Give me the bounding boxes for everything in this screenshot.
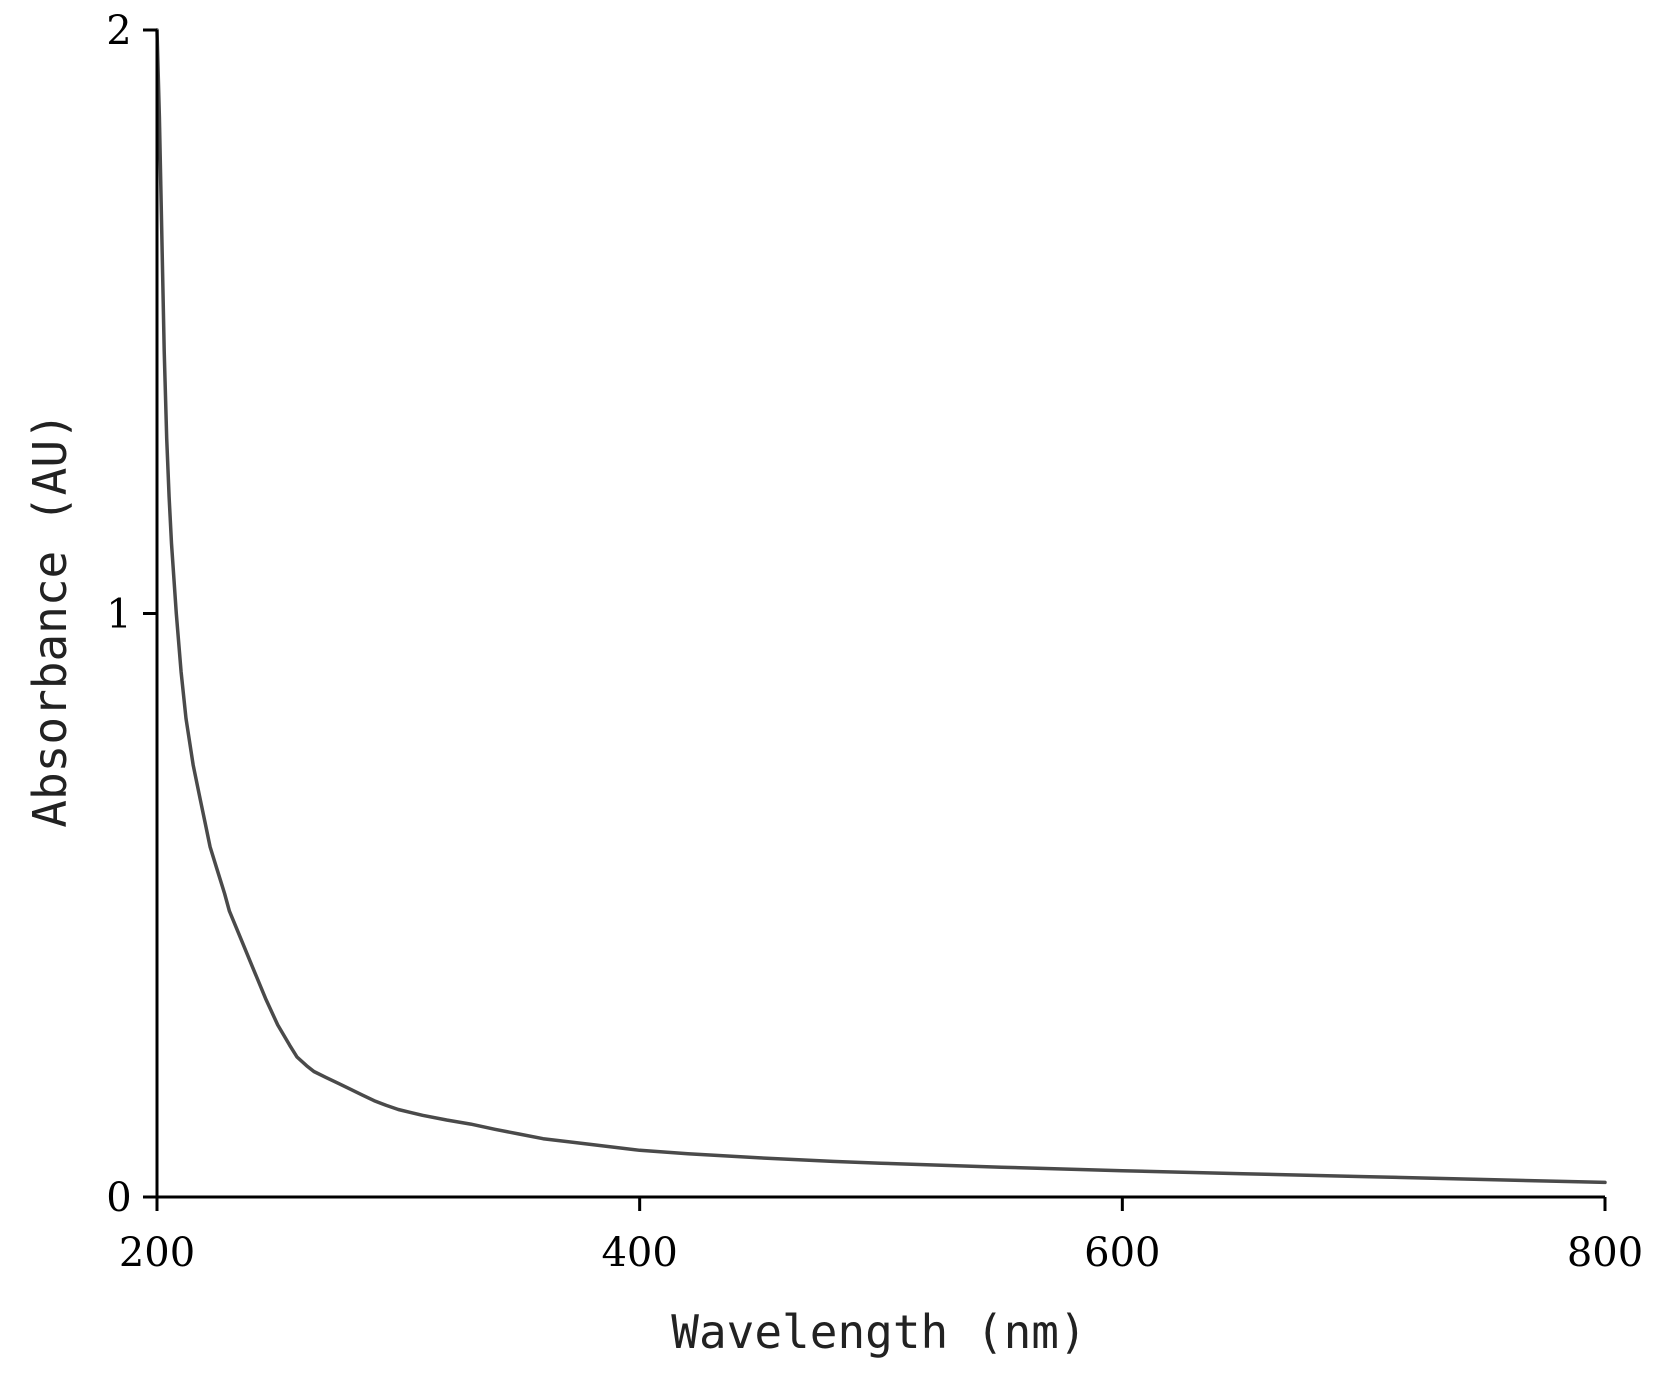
axes-layer [155, 30, 1605, 1199]
absorbance-series-line [155, 28, 1607, 1185]
x-tick-label: 200 [119, 1230, 195, 1276]
x-tick-label: 800 [1567, 1230, 1643, 1276]
y-tick-label: 1 [106, 592, 131, 638]
y-tick-label: 0 [106, 1175, 131, 1221]
x-axis-title: Wavelength (nm) [671, 1305, 1086, 1359]
y-axis-title: Absorbance (AU) [23, 412, 77, 827]
x-tick-label: 600 [1084, 1230, 1160, 1276]
y-tick-label: 2 [106, 8, 131, 54]
ticks-layer: 200 400 600 800 0 1 2 [106, 8, 1643, 1276]
x-tick-label: 400 [601, 1230, 677, 1276]
series-layer [155, 28, 1607, 1185]
